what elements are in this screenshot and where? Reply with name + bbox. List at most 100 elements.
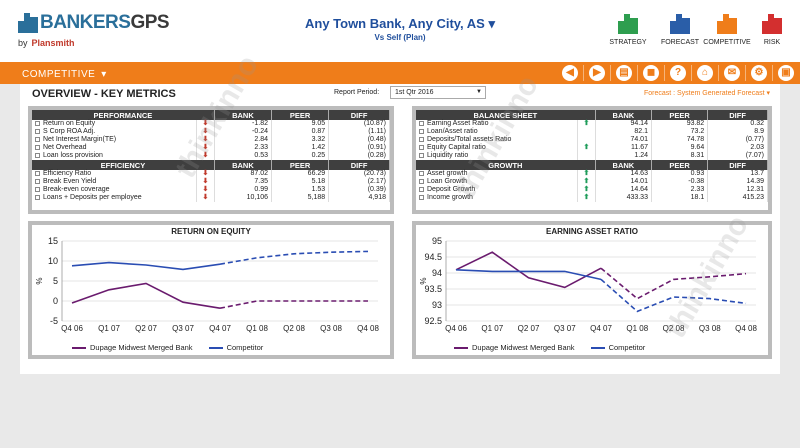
toolbar-icon-1[interactable]: ▶ (589, 65, 605, 81)
report-period-label: Report Period: (334, 89, 380, 96)
cell-diff: (1.11) (328, 128, 390, 136)
nav-chart-icon (762, 14, 782, 34)
table-row[interactable]: Net Overhead ⬇ 2.33 1.42 (0.91) (32, 144, 390, 152)
table-row[interactable]: Net Interest Margin(TE) ⬇ 2.84 3.32 (0.48) (32, 136, 390, 144)
checkbox[interactable] (419, 128, 424, 134)
toolbar-divider (772, 65, 773, 81)
toolbar-icon-5[interactable]: ⌂ (697, 65, 713, 81)
toolbar-icon-2[interactable]: ▤ (616, 65, 632, 81)
checkbox[interactable] (419, 178, 424, 184)
checkbox[interactable] (419, 120, 424, 126)
legend-label: Dupage Midwest Merged Bank (472, 343, 575, 352)
toolbar-icon-0[interactable]: ◀ (562, 65, 578, 81)
cell-peer: -0.38 (651, 178, 709, 186)
legend-item[interactable]: Dupage Midwest Merged Bank (72, 343, 193, 352)
cell-bank: 82.1 (595, 128, 652, 136)
bankersgps-logo[interactable]: BANKERSGPS by Plansmith (18, 12, 170, 48)
metric-name: Loan/Asset ratio (427, 128, 478, 135)
legend-item[interactable]: Dupage Midwest Merged Bank (454, 343, 575, 352)
cell-bank: -1.82 (214, 120, 273, 128)
chart-svg: -5 0 5 10 15% Q4 06 Q1 07 Q2 07 Q3 07 Q4 07 Q1 08 Q… (35, 236, 379, 333)
y-axis-label: % (419, 277, 428, 284)
checkbox[interactable] (419, 194, 424, 200)
x-tick-label: Q4 08 (735, 324, 757, 333)
nav-competitive[interactable]: COMPETITIVE (701, 14, 753, 46)
table-row[interactable]: Break Even Yield ⬇ 7.35 5.18 (2.17) (32, 178, 390, 186)
table-row[interactable]: Return on Equity ⬇ -1.82 9.05 (10.87) (32, 120, 390, 128)
metric-name: Loans + Deposits per employee (43, 194, 142, 201)
y-tick-label: 15 (48, 236, 58, 246)
table-row[interactable]: Loans + Deposits per employee ⬇ 10,106 5,18… (32, 194, 390, 202)
metric-name: Loan Growth (427, 178, 468, 185)
metric-label: Efficiency Ratio (32, 170, 197, 178)
table-row[interactable]: Equity Capital ratio ⬆ 11.67 9.64 2.03 (416, 144, 768, 152)
overview-panel: OVERVIEW - KEY METRICS Report Period: 1s… (20, 84, 780, 374)
report-period-select[interactable]: 1st Qtr 2016 ▼ (390, 86, 486, 99)
legend-item[interactable]: Competitor (208, 343, 263, 352)
trend-indicator: ⬇ (196, 170, 215, 178)
table-row[interactable]: Efficiency Ratio ⬇ 87.02 66.29 (20.73) (32, 170, 390, 178)
cell-diff: (0.48) (328, 136, 390, 144)
table-row[interactable]: Loan Growth ⬆ 14.01 -0.38 14.39 (416, 178, 768, 186)
cell-bank: 74.01 (595, 136, 652, 144)
checkbox[interactable] (35, 178, 40, 184)
nav-forecast[interactable]: FORECAST (654, 14, 706, 46)
nav-strategy[interactable]: STRATEGY (602, 14, 654, 46)
cell-bank: 10,106 (214, 194, 273, 202)
checkbox[interactable] (35, 194, 40, 200)
checkbox[interactable] (419, 152, 424, 158)
forecast-selector[interactable]: Forecast : System Generated Forecast ▾ (643, 90, 770, 97)
checkbox[interactable] (35, 144, 40, 150)
y-tick-label: 92.5 (424, 316, 442, 326)
checkbox[interactable] (35, 128, 40, 134)
checkbox[interactable] (35, 120, 40, 126)
table-row[interactable]: Earning Asset Ratio ⬆ 94.14 93.82 0.32 (416, 120, 768, 128)
legend-label: Dupage Midwest Merged Bank (90, 343, 193, 352)
toolbar-icon-8[interactable]: ▣ (778, 65, 794, 81)
checkbox[interactable] (419, 186, 424, 192)
table-row[interactable]: Deposits/Total assets Ratio 74.01 74.78 (0.… (416, 136, 768, 144)
arrow-down-icon: ⬇ (202, 186, 209, 193)
trend-indicator: ⬆ (577, 194, 596, 202)
checkbox[interactable] (35, 186, 40, 192)
cell-diff: 12.31 (707, 186, 768, 194)
table-row[interactable]: Loan/Asset ratio 82.1 73.2 8.9 (416, 128, 768, 136)
arrow-up-icon: ⬆ (583, 120, 590, 127)
table-row[interactable]: Liquidity ratio 1.24 8.31 (7.07) (416, 152, 768, 160)
checkbox[interactable] (35, 152, 40, 158)
table-row[interactable]: Deposit Growth ⬆ 14.64 2.33 12.31 (416, 186, 768, 194)
table-row[interactable]: Income growth ⬆ 433.33 18.1 415.23 (416, 194, 768, 202)
arrow-down-icon: ⬇ (202, 120, 209, 127)
toolbar-divider (610, 65, 611, 81)
table-row[interactable]: Asset growth ⬆ 14.63 0.93 13.7 (416, 170, 768, 178)
checkbox[interactable] (419, 144, 424, 150)
bank-selector[interactable]: Any Town Bank, Any City, AS ▾ (304, 16, 495, 31)
checkbox[interactable] (35, 170, 40, 176)
nav-risk[interactable]: RISK (746, 14, 798, 46)
ear-chart: EARNING ASSET RATIO 92.5 93 93.5 94 94.5 95% Q4… (416, 225, 768, 355)
cell-peer: 0.93 (651, 170, 709, 178)
checkbox[interactable] (419, 136, 424, 142)
toolbar-icon-7[interactable]: ⚙ (751, 65, 767, 81)
x-tick-label: Q1 07 (98, 324, 120, 333)
left-metrics-panel: PERFORMANCE BANK PEER DIFF Return on Equity ⬇… (28, 106, 394, 214)
checkbox[interactable] (419, 170, 424, 176)
trend-indicator (577, 128, 596, 136)
legend-item[interactable]: Competitor (590, 343, 645, 352)
arrow-down-icon: ⬇ (202, 136, 209, 143)
cell-peer: 8.31 (651, 152, 709, 160)
table-row[interactable]: Loan loss provision ⬇ 0.53 0.25 (0.28) (32, 152, 390, 160)
checkbox[interactable] (35, 136, 40, 142)
x-tick-label: Q2 08 (283, 324, 305, 333)
toolbar-divider (637, 65, 638, 81)
table-row[interactable]: S Corp ROA Adj. ⬇ -0.24 0.87 (1.11) (32, 128, 390, 136)
column-header: GROWTH (416, 160, 596, 170)
toolbar-icon-4[interactable]: ? (670, 65, 686, 81)
module-menu[interactable]: COMPETITIVE ▾ (22, 69, 107, 80)
table-row[interactable]: Break-even coverage ⬇ 0.99 1.53 (0.39) (32, 186, 390, 194)
cell-diff: (0.77) (707, 136, 768, 144)
toolbar-icon-3[interactable]: ◼ (643, 65, 659, 81)
toolbar-icon-6[interactable]: ✉ (724, 65, 740, 81)
trend-indicator: ⬇ (196, 136, 215, 144)
